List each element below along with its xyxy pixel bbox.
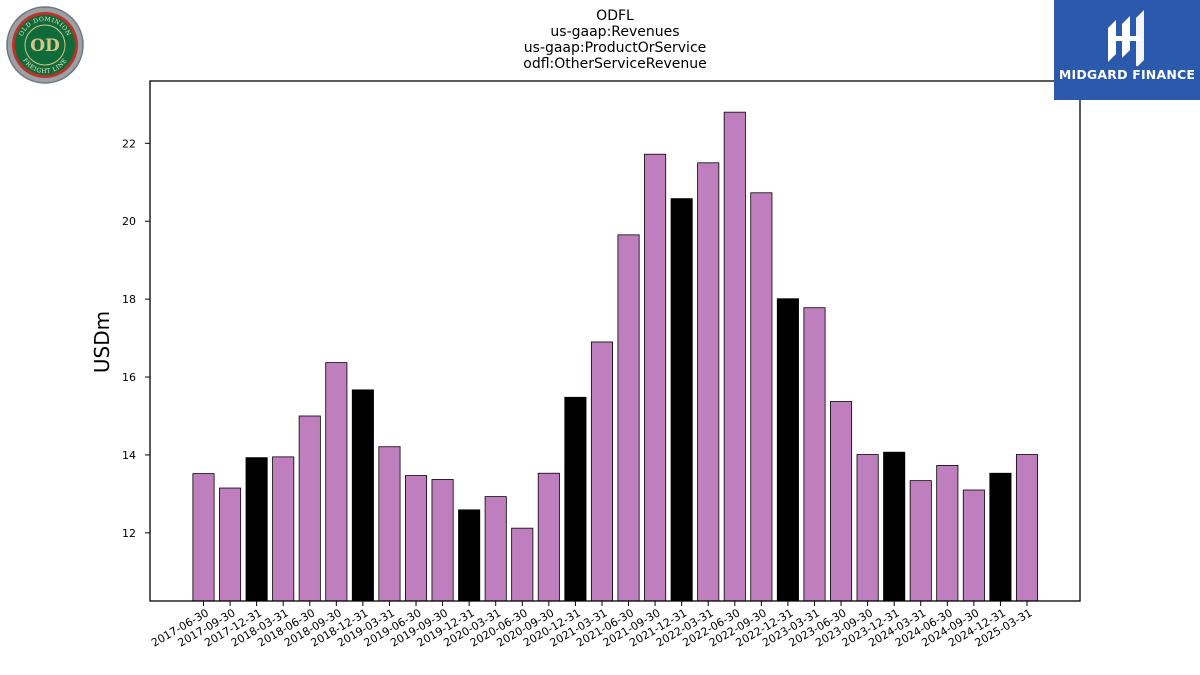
- bar-2018-09-30: [325, 362, 348, 602]
- y-axis-label: USDm: [90, 311, 114, 373]
- bar-2021-03-31: [590, 341, 613, 602]
- bar-2019-03-31: [378, 446, 401, 602]
- bar-2023-03-31: [803, 307, 826, 602]
- bar-2018-12-31: [351, 389, 374, 602]
- bar-2021-06-30: [617, 234, 640, 602]
- bar-2024-06-30: [936, 465, 959, 602]
- bar-2018-03-31: [272, 456, 295, 602]
- bar-2019-06-30: [404, 475, 428, 602]
- y-axis-ticks: 12 14 16 18 20 22: [122, 137, 150, 540]
- bar-2020-12-31: [564, 396, 587, 602]
- y-tick-label: 14: [122, 449, 136, 462]
- midgard-finance-logo: MIDGARD FINANCE: [1054, 0, 1200, 100]
- bar-2017-06-30: [192, 473, 215, 602]
- y-tick-label: 16: [122, 371, 136, 384]
- bar-2024-03-31: [909, 480, 932, 602]
- chart-title: ODFL us-gaap:Revenues us-gaap:ProductOrS…: [523, 8, 706, 72]
- bar-2017-09-30: [219, 487, 242, 602]
- chart-title-line-3: us-gaap:ProductOrService: [524, 40, 707, 56]
- bars: [192, 111, 1039, 602]
- bar-2024-09-30: [962, 489, 985, 602]
- y-tick-label: 22: [122, 137, 136, 150]
- chart-title-line-4: odfl:OtherServiceRevenue: [523, 56, 706, 72]
- bar-2020-09-30: [537, 472, 560, 602]
- bar-2023-12-31: [883, 451, 906, 602]
- bar-2018-06-30: [298, 415, 321, 602]
- plot-frame: [149, 80, 1081, 602]
- seal-monogram: OD: [30, 36, 60, 56]
- midgard-mark-icon: [1108, 10, 1144, 66]
- bar-2017-12-31: [245, 457, 268, 602]
- bar-2024-12-31: [989, 472, 1012, 602]
- chart-title-line-1: ODFL: [596, 8, 634, 24]
- chart-title-line-2: us-gaap:Revenues: [550, 24, 679, 40]
- bar-2025-03-31: [1015, 454, 1039, 602]
- bar-2023-06-30: [830, 401, 853, 602]
- bar-2019-09-30: [431, 479, 454, 602]
- bar-2022-12-31: [776, 298, 799, 602]
- bar-2023-09-30: [856, 454, 879, 602]
- y-tick-label: 20: [122, 215, 136, 228]
- bar-2019-12-31: [458, 509, 481, 602]
- y-tick-label: 12: [122, 527, 136, 540]
- bar-2021-12-31: [670, 198, 693, 602]
- bar-2021-09-30: [644, 153, 667, 602]
- bar-2020-03-31: [484, 496, 507, 602]
- bar-2020-06-30: [511, 527, 534, 602]
- x-axis-ticks: 2017-06-302017-09-302017-12-312018-03-31…: [149, 601, 1035, 650]
- bar-2022-09-30: [750, 192, 773, 602]
- y-tick-label: 18: [122, 293, 136, 306]
- midgard-finance-wordmark: MIDGARD FINANCE: [1058, 67, 1196, 82]
- old-dominion-logo: OLD DOMINION FREIGHT LINE OD: [6, 6, 84, 84]
- bar-2022-06-30: [723, 111, 746, 602]
- bar-2022-03-31: [697, 162, 720, 602]
